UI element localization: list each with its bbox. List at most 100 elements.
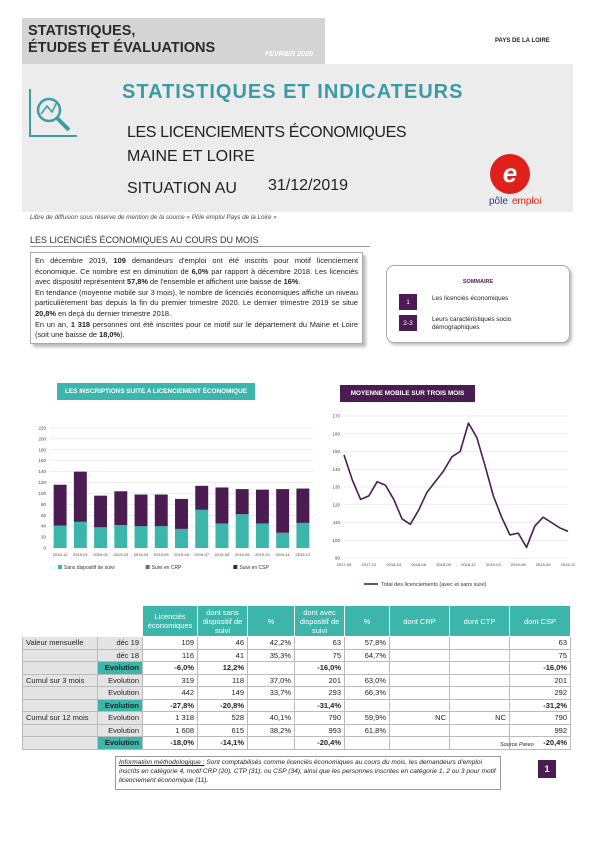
cell xyxy=(247,661,295,675)
y-tick-label: 120 xyxy=(38,480,46,485)
cell: -20,4% xyxy=(509,736,571,750)
cell: 442 xyxy=(142,686,198,700)
y-tick-label: 180 xyxy=(38,447,46,452)
header-band: STATISTIQUES, ÉTUDES ET ÉVALUATIONS FEVR… xyxy=(22,18,325,64)
x-tick-label: 2019-08 xyxy=(215,552,230,557)
cell: 790 xyxy=(509,711,571,725)
cell: -20,4% xyxy=(294,736,345,750)
chart-title: MOYENNE MOBILE SUR TROIS MOIS xyxy=(340,385,475,402)
row: Evolution -27,8% -20,8% -31,4% -31,2% xyxy=(22,698,571,712)
line xyxy=(343,422,569,549)
cell: 75 xyxy=(509,648,571,662)
bar-segment xyxy=(175,498,188,529)
cell: Evolution xyxy=(97,736,143,750)
summary-item: Leurs caractéristiques socio démographiq… xyxy=(432,316,512,331)
cell xyxy=(22,661,98,675)
cell: Evolution xyxy=(97,711,143,725)
cell: Evolution xyxy=(97,698,143,712)
doc-title: LES LICENCIEMENTS ÉCONOMIQUES xyxy=(127,124,407,141)
cell xyxy=(247,698,295,712)
y-tick-label: 140 xyxy=(332,467,340,472)
x-tick-label: 2018-03 xyxy=(386,562,401,567)
issue-date: FEVRIER 2020 xyxy=(265,51,313,58)
emphasis: 18,0% xyxy=(99,330,121,340)
rule xyxy=(30,246,370,247)
series-title: ÉTUDES ET ÉVALUATIONS xyxy=(28,40,216,56)
text: de l'ensemble et affichent une baisse de xyxy=(148,277,284,287)
emphasis: 16% xyxy=(283,277,299,287)
x-tick-label: 2018-09 xyxy=(436,562,451,567)
cell: 1 318 xyxy=(142,711,198,725)
x-tick-label: 2019-11 xyxy=(275,552,290,557)
situation-label: SITUATION AU xyxy=(127,180,237,197)
row: Evolution 1 608 615 38,2% 993 61,8% 992 xyxy=(22,723,571,737)
stats-table: Licenciés économiques dont sans dispositi… xyxy=(22,605,571,750)
bar-segment xyxy=(73,471,87,522)
x-tick-label: 2018-06 xyxy=(411,562,426,567)
row: Evolution 442 149 33,7% 293 66,3% 292 xyxy=(22,686,571,700)
y-tick-label: 80 xyxy=(41,502,47,507)
row: Evolution -18,0% -14,1% -20,4% -20,4% xyxy=(22,736,571,750)
emphasis: 1 318 xyxy=(70,319,91,329)
cell: 63,0% xyxy=(344,673,390,687)
summary-number: 2-3 xyxy=(399,315,417,331)
y-tick-label: 40 xyxy=(41,524,47,529)
cell: 1 608 xyxy=(142,723,198,737)
cell: NC xyxy=(389,711,450,725)
text: En tendance (moyenne mobile sur 3 mois),… xyxy=(35,287,358,308)
summary-number: 1 xyxy=(399,294,417,310)
cell xyxy=(449,686,510,700)
cell: -16,0% xyxy=(509,661,571,675)
cell xyxy=(389,673,450,687)
icon xyxy=(29,89,77,137)
cell xyxy=(389,736,450,750)
x-tick-label: 2019-03 xyxy=(486,562,501,567)
y-tick-label: 60 xyxy=(41,513,47,518)
cell: déc 18 xyxy=(97,648,143,662)
y-tick-label: 170 xyxy=(332,414,340,419)
bar-segment xyxy=(134,526,148,548)
row: Cumul sur 3 mois Evolution 319 118 37,0% 201 6… xyxy=(22,673,571,687)
bar-chart: 0 20 40 60 80 100 120 140 160 180 200 220 2018-12 201… xyxy=(38,426,313,571)
cell: Evolution xyxy=(97,686,143,700)
bar-segment xyxy=(195,485,209,510)
x-tick-label: 2019-12 xyxy=(296,552,311,557)
bar-segment xyxy=(114,525,128,548)
source-notice: Libre de diffusion sous réserve de menti… xyxy=(30,214,277,221)
cell: 61,8% xyxy=(344,723,390,737)
cell: 41 xyxy=(197,648,248,662)
bar-segment xyxy=(53,484,67,526)
cell xyxy=(22,698,98,712)
x-tick-label: 2019-05 xyxy=(154,552,169,557)
cell xyxy=(449,698,510,712)
cell xyxy=(449,648,510,662)
y-tick-label: 220 xyxy=(38,426,46,431)
cell: 615 xyxy=(197,723,248,737)
cell xyxy=(449,673,510,687)
paragraph: En tendance (moyenne mobile sur 3 mois),… xyxy=(35,288,358,320)
header-row: Licenciés économiques dont sans dispositi… xyxy=(22,605,571,637)
cell: Cumul sur 3 mois xyxy=(22,673,98,687)
header-cell: dont CTP xyxy=(449,605,510,637)
cell xyxy=(449,636,510,650)
banner-title: STATISTIQUES ET INDICATEURS xyxy=(122,81,464,103)
cell: 66,3% xyxy=(344,686,390,700)
cell xyxy=(389,661,450,675)
y-tick-label: 200 xyxy=(38,436,46,441)
series-title: STATISTIQUES, xyxy=(28,23,136,39)
bar-segment xyxy=(195,509,209,548)
cell: 201 xyxy=(509,673,571,687)
x-tick-label: 2019-02 xyxy=(93,552,108,557)
text: par rapport à décembre 2018. Les licenci… xyxy=(35,266,358,287)
header-cell: dont CSP xyxy=(509,605,571,637)
bar-segment xyxy=(134,494,148,527)
cell: 993 xyxy=(294,723,345,737)
bar-segment xyxy=(276,489,290,533)
cell xyxy=(449,723,510,737)
cell xyxy=(22,686,98,700)
y-tick-label: 20 xyxy=(41,535,47,540)
cell xyxy=(344,698,390,712)
logo-word: pôle xyxy=(489,196,508,207)
header-cell: dont CRP xyxy=(389,605,450,637)
